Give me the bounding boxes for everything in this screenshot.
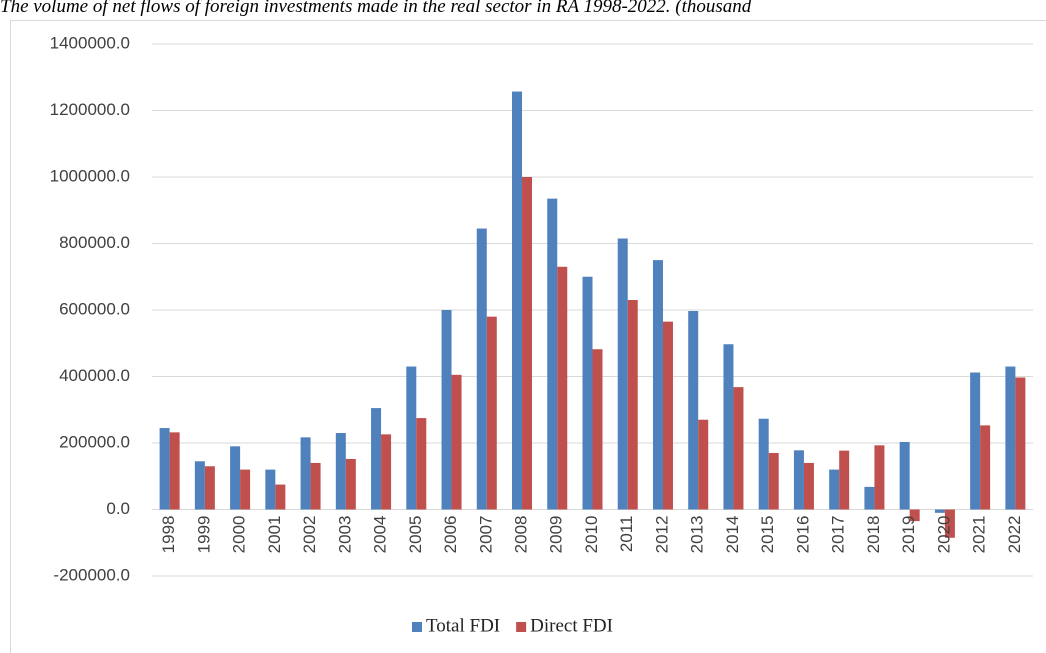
bar — [864, 486, 875, 510]
x-tick-label: 2020 — [934, 516, 953, 554]
bar — [793, 450, 804, 510]
bar — [803, 462, 814, 510]
bar — [204, 466, 215, 510]
bar — [512, 91, 523, 510]
x-tick-label: 2005 — [406, 516, 425, 554]
x-tick-label: 2001 — [265, 516, 284, 554]
bar — [194, 461, 205, 510]
x-tick-label: 2002 — [300, 516, 319, 554]
bar — [310, 462, 321, 510]
bar — [652, 260, 663, 510]
x-tick-label: 2016 — [793, 516, 812, 554]
bar — [698, 419, 709, 510]
x-tick-label: 2010 — [582, 516, 601, 554]
bar — [723, 344, 734, 510]
bar — [874, 445, 885, 510]
bar — [240, 469, 251, 510]
x-tick-label: 2013 — [688, 516, 707, 554]
x-tick-label: 2017 — [829, 516, 848, 554]
x-tick-label: 1998 — [159, 516, 178, 554]
bar — [582, 276, 593, 510]
y-tick-label: 800000.0 — [59, 233, 130, 252]
bar — [265, 469, 276, 510]
legend-label: Direct FDI — [530, 615, 613, 636]
bar — [335, 433, 346, 510]
bar — [662, 321, 673, 510]
bar — [758, 418, 769, 510]
x-tick-label: 2003 — [335, 516, 354, 554]
chart-frame — [10, 20, 1046, 653]
bar — [592, 349, 603, 510]
x-tick-label: 1999 — [194, 516, 213, 554]
bar — [1015, 377, 1026, 510]
bar — [733, 387, 744, 510]
y-tick-label: 1400000.0 — [50, 33, 130, 52]
bar — [839, 450, 850, 510]
x-tick-label: 2009 — [547, 516, 566, 554]
bar — [300, 437, 311, 510]
bar — [381, 434, 392, 510]
x-tick-label: 2019 — [899, 516, 918, 554]
x-tick-label: 2021 — [970, 516, 989, 554]
y-tick-label: 1200000.0 — [50, 100, 130, 119]
x-tick-label: 2011 — [617, 516, 636, 553]
x-tick-label: 2022 — [1005, 516, 1024, 554]
bar — [416, 418, 427, 510]
x-tick-label: 2018 — [864, 516, 883, 554]
y-tick-label: 1000000.0 — [50, 166, 130, 185]
bar — [547, 198, 558, 510]
bar — [768, 452, 779, 510]
x-tick-label: 2006 — [441, 516, 460, 554]
x-tick-label: 2012 — [652, 516, 671, 554]
x-tick-label: 2008 — [512, 516, 531, 554]
bar — [829, 469, 840, 510]
y-tick-label: 400000.0 — [59, 366, 130, 385]
y-tick-label: 200000.0 — [59, 432, 130, 451]
bar — [617, 238, 628, 510]
bar — [406, 366, 417, 510]
y-tick-label: -200000.0 — [53, 565, 130, 584]
bar — [451, 374, 462, 510]
x-tick-label: 2000 — [230, 516, 249, 554]
bar — [345, 458, 356, 510]
x-tick-label: 2004 — [371, 516, 390, 554]
legend-label: Total FDI — [426, 615, 500, 636]
chart-title: The volume of net flows of foreign inves… — [0, 0, 752, 17]
bar — [441, 310, 452, 510]
bar — [169, 432, 180, 510]
bar — [970, 372, 981, 510]
x-tick-label: 2015 — [758, 516, 777, 554]
bar — [371, 408, 382, 510]
bar — [934, 509, 945, 513]
x-tick-label: 2014 — [723, 516, 742, 554]
bar — [522, 177, 533, 510]
bar — [476, 228, 487, 510]
y-tick-label: 0.0 — [106, 499, 130, 518]
bar — [899, 442, 910, 510]
bar — [627, 300, 638, 510]
x-tick-label: 2007 — [476, 516, 495, 554]
legend-swatch — [412, 622, 422, 632]
y-tick-label: 600000.0 — [59, 299, 130, 318]
bar — [159, 428, 170, 510]
bar — [486, 316, 497, 510]
bar — [944, 509, 955, 538]
legend-swatch — [516, 622, 527, 632]
bar — [557, 266, 568, 510]
bar — [275, 484, 286, 510]
bar — [909, 509, 920, 522]
bar — [1005, 366, 1016, 510]
bar — [230, 446, 241, 510]
bar — [980, 425, 991, 510]
bar — [688, 310, 699, 510]
